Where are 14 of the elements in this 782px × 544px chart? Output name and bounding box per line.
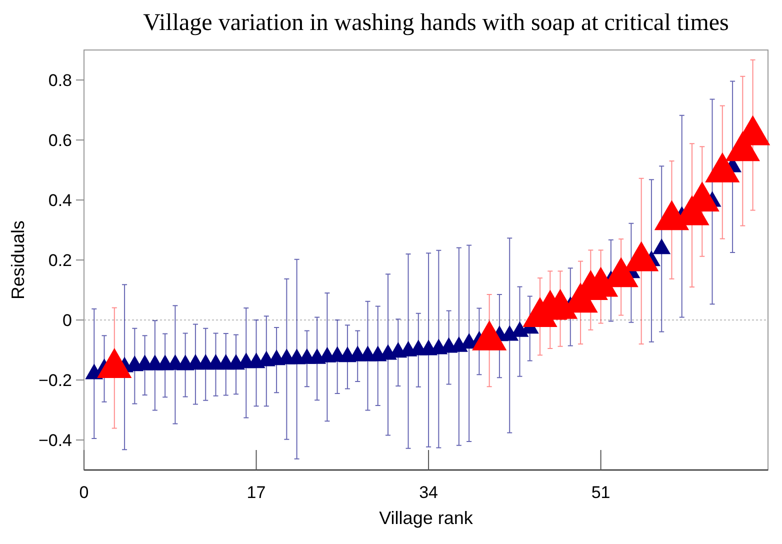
x-tick-label: 17: [246, 483, 266, 502]
x-tick-label: 0: [79, 483, 89, 502]
x-tick-label: 34: [419, 483, 438, 502]
x-tick-label: 51: [591, 483, 610, 502]
y-tick-label: 0.6: [48, 130, 72, 150]
y-tick-label: −0.4: [38, 430, 72, 450]
y-tick-label: 0.2: [48, 250, 72, 270]
x-axis-title: Village rank: [379, 508, 474, 528]
y-tick-label: 0.8: [48, 70, 72, 90]
y-tick-label: 0: [62, 310, 72, 330]
y-axis-title: Residuals: [8, 220, 28, 300]
y-tick-label: 0.4: [48, 190, 72, 210]
y-tick-label: −0.2: [38, 370, 72, 390]
chart-title: Village variation in washing hands with soap at critical times: [143, 10, 729, 36]
